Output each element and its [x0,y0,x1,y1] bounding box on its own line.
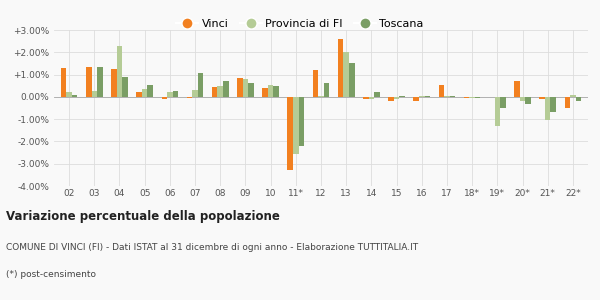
Bar [363,97,368,99]
Bar [400,96,405,97]
Bar [117,46,122,97]
Bar [92,91,97,97]
Bar [343,52,349,97]
Bar [565,97,570,108]
Text: (*) post-censimento: (*) post-censimento [6,270,96,279]
Bar [469,97,475,98]
Bar [388,97,394,101]
Bar [293,97,299,154]
Bar [318,96,324,97]
Bar [242,79,248,97]
Bar [223,81,229,97]
Bar [148,85,153,97]
Bar [299,97,304,146]
Bar [72,94,77,97]
Bar [514,81,520,97]
Bar [313,70,318,97]
Bar [525,97,531,104]
Bar [425,96,430,97]
Bar [450,96,455,97]
Bar [349,63,355,97]
Bar [167,92,173,97]
Bar [192,90,198,97]
Bar [287,97,293,170]
Bar [86,67,92,97]
Bar [550,97,556,112]
Bar [539,97,545,99]
Bar [212,87,217,97]
Bar [187,97,192,98]
Bar [198,74,203,97]
Text: COMUNE DI VINCI (FI) - Dati ISTAT al 31 dicembre di ogni anno - Elaborazione TUT: COMUNE DI VINCI (FI) - Dati ISTAT al 31 … [6,243,418,252]
Bar [570,94,575,97]
Bar [67,92,72,97]
Bar [268,85,274,97]
Bar [394,97,400,99]
Bar [61,68,67,97]
Bar [413,97,419,101]
Bar [475,97,481,98]
Bar [217,86,223,97]
Bar [324,83,329,97]
Bar [545,97,550,120]
Bar [368,97,374,99]
Bar [500,97,506,108]
Bar [444,96,450,97]
Bar [142,89,148,97]
Bar [161,97,167,99]
Bar [520,97,525,101]
Text: Variazione percentuale della popolazione: Variazione percentuale della popolazione [6,210,280,223]
Legend: Vinci, Provincia di FI, Toscana: Vinci, Provincia di FI, Toscana [172,15,428,33]
Bar [111,69,117,97]
Bar [419,96,425,97]
Bar [338,39,343,97]
Bar [248,83,254,97]
Bar [439,85,444,97]
Bar [122,77,128,97]
Bar [274,86,279,97]
Bar [464,97,469,98]
Bar [237,78,242,97]
Bar [374,92,380,97]
Bar [575,97,581,101]
Bar [494,97,500,126]
Bar [136,92,142,97]
Bar [97,67,103,97]
Bar [173,91,178,97]
Bar [262,88,268,97]
